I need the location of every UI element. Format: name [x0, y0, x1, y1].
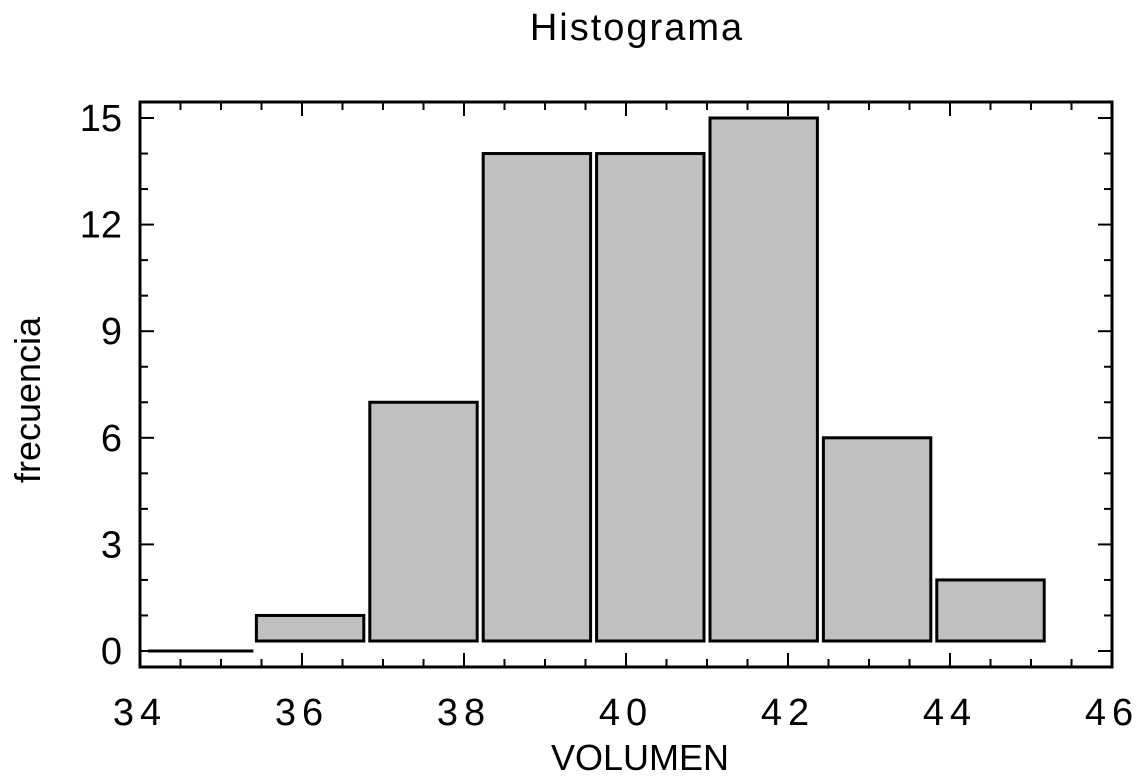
- y-tick-label: 9: [101, 311, 122, 353]
- bar-1: [254, 613, 366, 643]
- x-tick-label: 38: [437, 692, 491, 734]
- x-tick-label: 36: [275, 692, 329, 734]
- y-tick-label: 3: [101, 524, 122, 566]
- bars-group: [148, 116, 1046, 653]
- x-axis-label: VOLUMEN: [551, 737, 729, 777]
- x-tick-label: 40: [599, 692, 653, 734]
- y-axis-label: frecuencia: [7, 316, 48, 483]
- chart-title: Histograma: [530, 7, 744, 49]
- bar-6: [821, 436, 933, 643]
- x-tick-label: 44: [923, 692, 977, 734]
- x-tick-label: 42: [761, 692, 815, 734]
- bar-3: [481, 152, 593, 643]
- x-tick-label: 46: [1085, 692, 1139, 734]
- x-tick-label: 34: [113, 692, 167, 734]
- y-tick-label: 12: [80, 205, 122, 247]
- bar-7: [935, 578, 1046, 643]
- y-tick-label: 6: [101, 418, 122, 460]
- ticks-group: [139, 102, 1113, 667]
- y-tick-label: 15: [80, 98, 122, 140]
- bar-5: [708, 116, 819, 643]
- bar-4: [595, 152, 706, 643]
- bar-2: [368, 400, 479, 643]
- y-tick-label: 0: [101, 631, 122, 673]
